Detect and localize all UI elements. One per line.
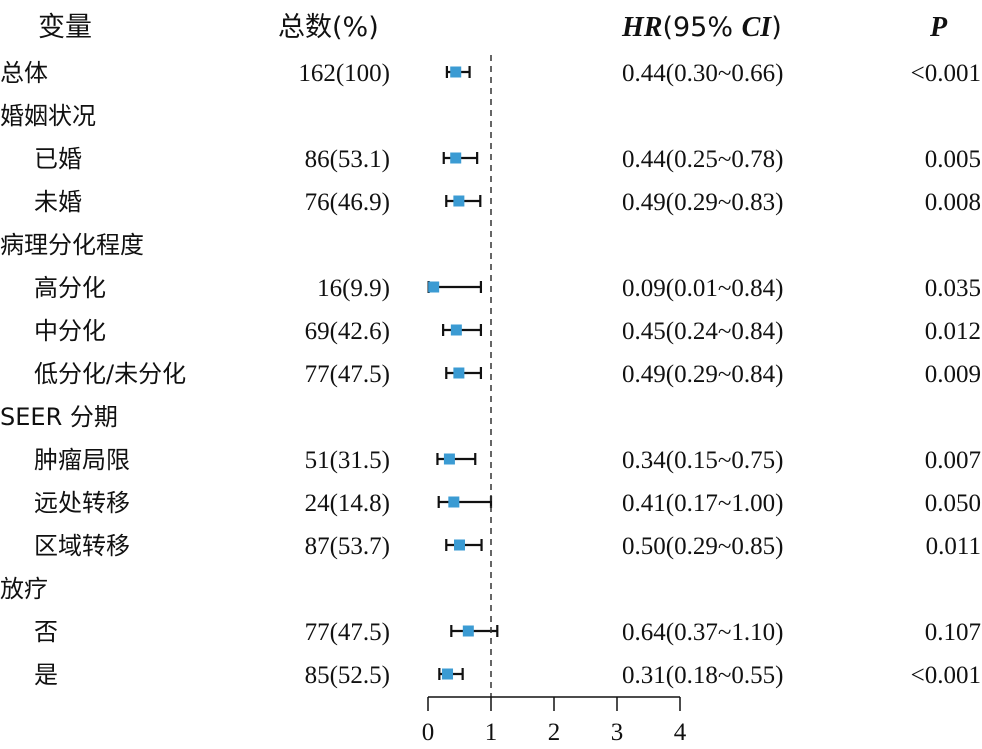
hr-marker	[448, 496, 460, 508]
row-count: 86(53.1)	[305, 146, 390, 173]
row-hr-text: 0.44(0.30~0.66)	[622, 60, 783, 87]
hr-marker	[450, 66, 462, 78]
header-ci: CI	[742, 12, 773, 43]
row-p-value: 0.035	[925, 275, 981, 302]
row-label: 低分化/未分化	[34, 360, 186, 388]
forest-row: 总体 162(100) 0.44(0.30~0.66) <0.001	[0, 59, 981, 87]
x-tick-label: 3	[611, 719, 624, 746]
row-label: 未婚	[34, 188, 82, 216]
row-p-value: <0.001	[911, 60, 981, 87]
row-p-value: 0.008	[925, 189, 981, 216]
row-p-value: 0.009	[925, 361, 981, 388]
x-axis: 0 1 2 3 4	[422, 55, 687, 746]
forest-row: 未婚 76(46.9) 0.49(0.29~0.83) 0.008	[34, 188, 981, 216]
forest-row: 病理分化程度	[0, 231, 144, 259]
row-p-value: 0.007	[925, 447, 981, 474]
row-hr-text: 0.45(0.24~0.84)	[622, 318, 783, 345]
row-label: 肿瘤局限	[34, 446, 130, 474]
row-count: 69(42.6)	[305, 318, 390, 345]
x-tick-label: 1	[485, 719, 498, 746]
forest-row: 肿瘤局限 51(31.5) 0.34(0.15~0.75) 0.007	[34, 446, 981, 474]
row-hr-text: 0.49(0.29~0.83)	[622, 189, 783, 216]
x-tick-label: 0	[422, 719, 435, 746]
row-label: SEER 分期	[0, 403, 118, 431]
row-count: 24(14.8)	[305, 490, 390, 517]
row-p-value: 0.050	[925, 490, 981, 517]
row-hr-text: 0.41(0.17~1.00)	[622, 490, 783, 517]
row-count: 76(46.9)	[305, 189, 390, 216]
hr-marker	[428, 281, 440, 293]
header-count: 总数(%)	[278, 12, 379, 43]
forest-row: 低分化/未分化 77(47.5) 0.49(0.29~0.84) 0.009	[34, 360, 981, 388]
row-p-value: 0.012	[925, 318, 981, 345]
row-label: 是	[34, 661, 58, 689]
row-count: 51(31.5)	[305, 447, 390, 474]
row-label: 总体	[0, 59, 48, 87]
hr-marker	[453, 195, 465, 207]
x-tick-label: 4	[674, 719, 687, 746]
forest-row: 是 85(52.5) 0.31(0.18~0.55) <0.001	[34, 661, 981, 689]
row-label: 已婚	[34, 145, 82, 173]
header-p: P	[929, 12, 948, 43]
hr-marker	[453, 367, 465, 379]
row-label: 否	[34, 618, 58, 646]
row-p-value: 0.011	[926, 533, 981, 560]
row-count: 77(47.5)	[305, 619, 390, 646]
row-hr-text: 0.50(0.29~0.85)	[622, 533, 783, 560]
forest-row: 放疗	[0, 575, 48, 603]
forest-row: 高分化 16(9.9) 0.09(0.01~0.84) 0.035	[34, 274, 981, 302]
row-hr-text: 0.34(0.15~0.75)	[622, 447, 783, 474]
row-count: 85(52.5)	[305, 662, 390, 689]
hr-marker	[443, 453, 455, 465]
forest-row: 已婚 86(53.1) 0.44(0.25~0.78) 0.005	[34, 145, 981, 173]
row-p-value: 0.107	[925, 619, 981, 646]
row-label: 高分化	[34, 274, 106, 302]
row-label: 区域转移	[34, 532, 130, 560]
header-hr-suffix: )	[771, 12, 782, 43]
row-hr-text: 0.64(0.37~1.10)	[622, 619, 783, 646]
hr-marker	[462, 625, 474, 637]
x-tick-label: 2	[548, 719, 561, 746]
forest-row: SEER 分期	[0, 403, 118, 431]
hr-marker	[450, 152, 462, 164]
forest-row: 区域转移 87(53.7) 0.50(0.29~0.85) 0.011	[34, 532, 981, 560]
hr-marker	[442, 668, 454, 680]
row-p-value: <0.001	[911, 662, 981, 689]
forest-row: 中分化 69(42.6) 0.45(0.24~0.84) 0.012	[34, 317, 981, 345]
row-p-value: 0.005	[925, 146, 981, 173]
row-hr-text: 0.31(0.18~0.55)	[622, 662, 783, 689]
header-hr-prefix: HR	[621, 12, 662, 43]
row-label: 病理分化程度	[0, 231, 144, 259]
row-hr-text: 0.49(0.29~0.84)	[622, 361, 783, 388]
row-count: 77(47.5)	[305, 361, 390, 388]
row-count: 162(100)	[298, 60, 390, 87]
header-variable: 变量	[38, 12, 92, 43]
forest-row: 否 77(47.5) 0.64(0.37~1.10) 0.107	[34, 618, 981, 646]
row-hr-text: 0.09(0.01~0.84)	[622, 275, 783, 302]
row-hr-text: 0.44(0.25~0.78)	[622, 146, 783, 173]
row-label: 放疗	[0, 575, 48, 603]
hr-marker	[454, 539, 465, 551]
row-label: 婚姻状况	[0, 102, 96, 130]
forest-row: 远处转移 24(14.8) 0.41(0.17~1.00) 0.050	[34, 489, 981, 517]
header-hr: HR(95% CI)	[621, 12, 782, 43]
header-hr-mid: (95%	[662, 12, 741, 43]
row-count: 16(9.9)	[317, 275, 390, 302]
row-label: 中分化	[34, 317, 106, 345]
row-count: 87(53.7)	[305, 533, 390, 560]
row-label: 远处转移	[34, 489, 130, 517]
forest-row: 婚姻状况	[0, 102, 96, 130]
hr-marker	[450, 324, 462, 336]
